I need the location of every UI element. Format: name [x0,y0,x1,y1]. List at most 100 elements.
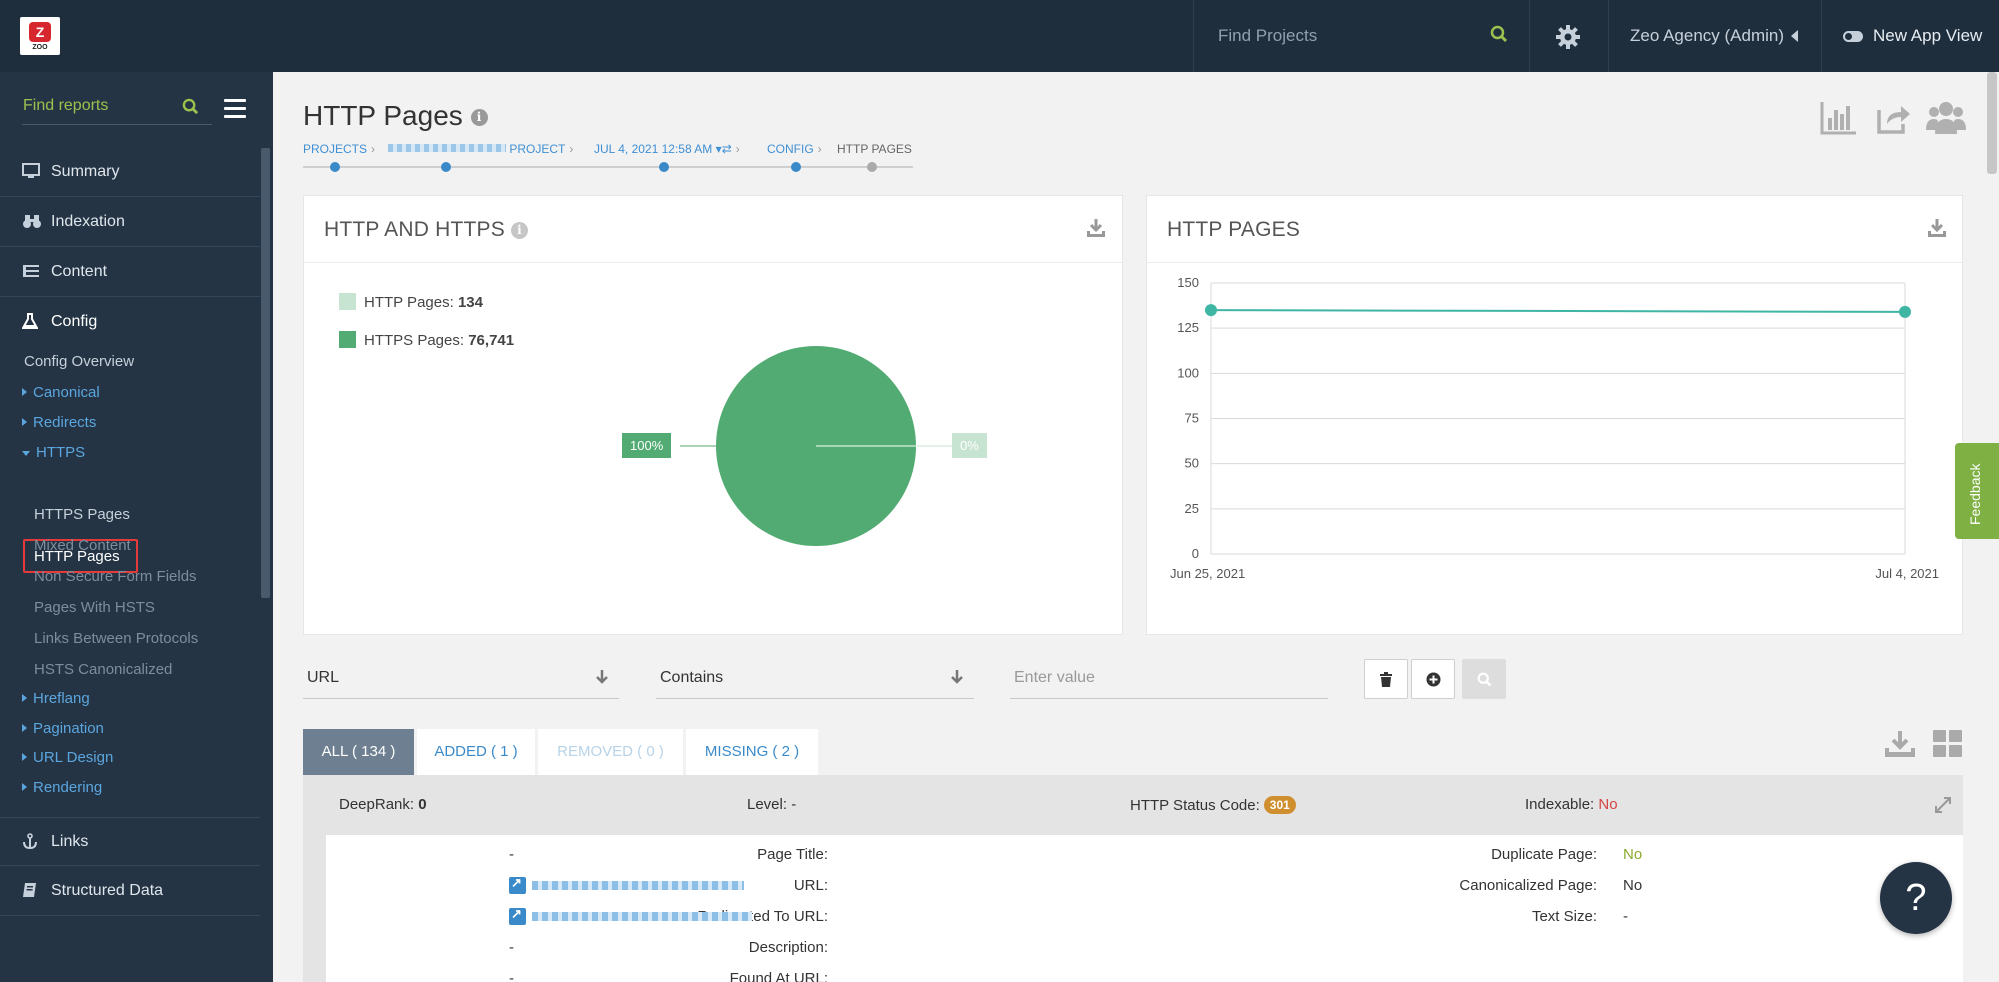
caret-right-icon [22,753,27,761]
y-tick-label: 75 [1185,411,1199,426]
main-scrollbar[interactable] [1987,72,1997,174]
sidebar-item-config[interactable]: Config [0,298,260,347]
breadcrumb: PROJECTS › PROJECT › JUL 4, 2021 12:58 AM … [303,142,915,172]
sidebar-item-summary[interactable]: Summary [0,148,260,197]
data-point[interactable] [1899,305,1911,318]
card-divider [304,262,1122,263]
legend-https-pages[interactable]: HTTPS Pages: 76,741 [339,331,514,349]
result-row-header[interactable]: DeepRank: 0 Level: - HTTP Status Code: 30… [303,775,1963,835]
caret-down-icon[interactable]: ▾ [715,142,722,156]
logo[interactable]: Z ZOO [20,17,60,55]
sidebar-item-indexation[interactable]: Indexation [0,198,260,247]
sidebar-item-links[interactable]: Links [0,817,260,866]
breadcrumb-track [303,166,913,168]
sidebar-group-label: URL Design [33,749,114,766]
caret-down-icon [22,451,30,456]
external-link-icon[interactable] [509,906,526,925]
logo-text: ZOO [32,44,48,51]
sidebar-item-config-overview[interactable]: Config Overview [24,353,135,370]
sidebar-item-structured-data[interactable]: Structured Data [0,867,260,916]
filter-value-input[interactable]: Enter value [1010,657,1328,699]
tab-missing[interactable]: MISSING ( 2 ) [686,729,818,775]
external-link-icon[interactable] [509,875,526,894]
series-line [1210,309,1906,313]
expand-icon[interactable] [1934,796,1952,819]
legend-http-pages[interactable]: HTTP Pages: 134 [339,293,483,311]
find-projects-search[interactable]: Find Projects [1193,0,1530,72]
sidebar-group-url-design[interactable]: URL Design [22,749,113,766]
page-actions [1820,100,1970,140]
delete-filter-button[interactable] [1364,659,1408,699]
share-icon[interactable] [1875,100,1911,141]
new-app-view-toggle[interactable]: New App View [1823,0,1999,72]
page-title-label: Page Title: [757,846,828,863]
sidebar-scrollbar[interactable] [261,148,270,598]
menu-icon[interactable] [224,99,246,119]
deeprank-field: DeepRank: 0 [339,796,427,813]
toggle-icon[interactable] [1843,31,1863,42]
tab-added[interactable]: ADDED ( 1 ) [417,729,535,775]
x-tick-label: Jul 4, 2021 [1875,566,1939,581]
download-icon[interactable] [1884,730,1916,763]
sidebar-item-mixed-content[interactable]: Mixed Content [34,537,131,554]
breadcrumb-crawl-date[interactable]: JUL 4, 2021 12:58 AM ▾⇄ › [594,142,744,172]
filter-field-select[interactable]: URL [303,657,619,699]
caret-right-icon [22,388,27,396]
sidebar-item-hsts-canonicalized[interactable]: HSTS Canonicalized [34,661,173,678]
tab-all[interactable]: ALL ( 134 ) [303,729,414,775]
sidebar-item-label: Links [51,833,89,850]
tab-removed[interactable]: REMOVED ( 0 ) [538,729,683,775]
sidebar-group-https[interactable]: HTTPS [22,444,85,461]
breadcrumb-config[interactable]: CONFIG › [767,142,826,172]
feedback-button[interactable]: Feedback [1955,443,1999,539]
sidebar-group-redirects[interactable]: Redirects [22,414,96,431]
result-row-details: Page Title: - URL: Redirected To URL: De… [326,835,1963,982]
y-tick-label: 100 [1177,365,1199,380]
swap-icon[interactable]: ⇄ [721,142,732,156]
download-icon[interactable] [1086,218,1106,243]
grid-view-icon[interactable] [1933,730,1963,763]
users-icon[interactable] [1926,100,1966,141]
filter-operator-select[interactable]: Contains [656,657,974,699]
sidebar-item-https-pages[interactable]: HTTPS Pages [34,506,130,523]
settings-button[interactable] [1531,0,1609,72]
add-filter-button[interactable] [1411,659,1455,699]
sidebar-group-pagination[interactable]: Pagination [22,720,104,737]
url-value[interactable] [509,875,744,895]
sidebar-group-rendering[interactable]: Rendering [22,779,102,796]
sidebar-item-http-pages[interactable]: HTTP Pages [23,539,138,573]
sidebar-item-label: Content [51,263,108,280]
sidebar-item-pages-with-hsts[interactable]: Pages With HSTS [34,599,155,616]
breadcrumb-dot [441,162,451,172]
apply-filter-button[interactable] [1462,659,1506,699]
download-icon[interactable] [1927,218,1947,243]
data-point[interactable] [1205,304,1217,317]
sidebar-item-content[interactable]: Content [0,248,260,297]
caret-right-icon [22,418,27,426]
info-icon[interactable]: i [470,109,488,127]
new-app-view-label: New App View [1873,26,1983,45]
caret-left-icon [1791,30,1798,42]
find-projects-input[interactable]: Find Projects [1218,26,1318,45]
x-tick-label: Jun 25, 2021 [1170,566,1245,581]
info-icon[interactable]: i [510,221,528,239]
legend-swatch [339,293,356,310]
help-button[interactable]: ? [1880,862,1952,934]
sidebar-item-non-secure-form-fields[interactable]: Non Secure Form Fields [34,568,197,585]
breadcrumb-dot [659,162,669,172]
bar-chart-icon[interactable] [1820,100,1858,141]
search-icon[interactable] [1490,25,1508,48]
caret-right-icon [22,694,27,702]
sidebar-group-hreflang[interactable]: Hreflang [22,690,90,707]
breadcrumb-project[interactable]: PROJECT › [388,142,577,172]
breadcrumb-projects[interactable]: PROJECTS › [303,142,379,172]
find-reports-input[interactable]: Find reports [23,97,109,114]
sidebar-item-links-between-protocols[interactable]: Links Between Protocols [34,630,199,647]
search-icon[interactable] [182,98,199,120]
sidebar-group-canonical[interactable]: Canonical [22,384,100,401]
url-label: URL: [793,877,828,894]
redirected-to-url-value[interactable] [509,906,752,926]
logo-mark: Z [29,22,51,42]
account-menu[interactable]: Zeo Agency (Admin) [1610,0,1822,72]
find-reports-search[interactable]: Find reports [22,92,212,125]
